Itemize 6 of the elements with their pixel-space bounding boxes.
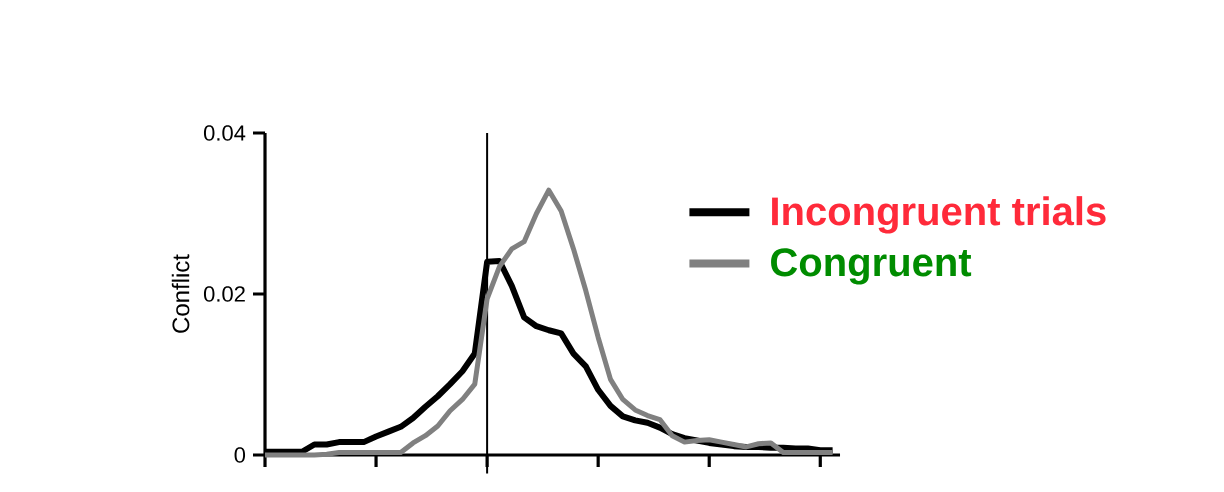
y-tick-label: 0.02	[203, 286, 245, 302]
legend-label: Incongruent trials	[772, 196, 1106, 234]
y-tick-label: 0.04	[203, 125, 246, 141]
y-tick-label: 0	[234, 447, 246, 463]
legend-label: Congruent	[771, 248, 972, 285]
y-axis-title: Conflict	[171, 254, 190, 333]
